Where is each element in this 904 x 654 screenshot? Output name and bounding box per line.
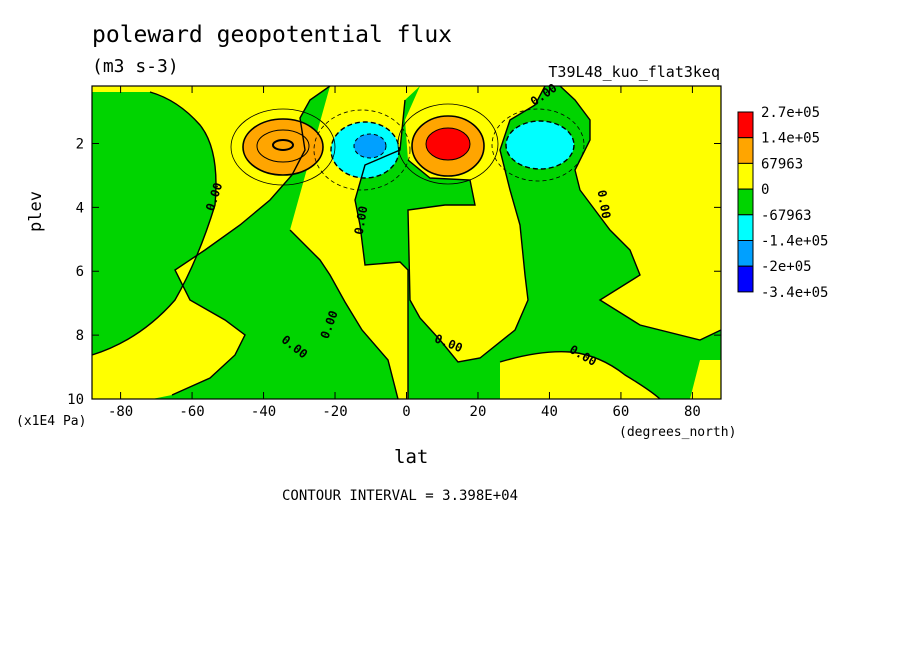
contour-north-low-1 [505,120,575,170]
contour-north-low-2 [491,108,585,182]
legend-swatch [737,111,754,139]
y-axis-multiplier: (x1E4 Pa) [16,414,87,429]
zero-contour-left [92,91,217,356]
contour-south-low-2 [353,133,387,159]
legend-swatch [737,240,754,267]
contour-south-low-3 [313,109,411,191]
legend-label: -2e+05 [761,259,812,275]
zero-contour-right [559,86,721,341]
y-tick-label: 6 [76,264,84,280]
contour-north-high-2 [425,127,471,161]
legend-label: -1.4e+05 [761,234,828,250]
chart-units: (m3 s-3) [92,56,179,77]
x-tick-label: 60 [613,404,630,420]
zero-contour-left-center [171,86,331,396]
contour-label: 0.00 [595,189,614,220]
x-axis-unit: (degrees_north) [619,425,737,440]
legend-label: 67963 [761,156,803,172]
low-north-outer [506,121,574,169]
zero-contour-bottom-right [499,351,661,399]
contour-south-high-2 [256,129,310,163]
yellow-region-right-bottom [500,351,660,399]
legend-swatch [737,214,754,242]
legend-label: 0 [761,182,769,198]
legend-swatch [737,265,754,293]
legend-label: -3.4e+05 [761,285,828,301]
x-tick-label: -20 [322,404,347,420]
legend-swatch [737,188,754,216]
legend: 2.7e+05 1.4e+05 67963 0 -67963 -1.4e+05 -2e+05… [737,105,828,301]
legend-label: -67963 [761,208,812,224]
zero-contour-center-left [354,99,409,399]
y-tick-label: 4 [76,200,84,216]
x-axis-label: lat [394,446,429,468]
yellow-region-top-bridge [290,86,420,399]
y-tick-label: 10 [67,392,84,408]
contour-north-high-1 [411,115,485,177]
chart-title: poleward geopotential flux [92,22,453,48]
y-tick-label: 2 [76,136,84,152]
run-id-label: T39L48_kuo_flat3keq [548,63,720,81]
legend-swatch [737,137,754,164]
y-axis: 2 4 6 8 10 [67,136,721,408]
legend-swatch [737,162,754,190]
x-tick-label: -80 [108,404,133,420]
x-tick-label: 40 [541,404,558,420]
x-axis: -80 -60 -40 -20 0 20 40 60 80 [108,86,701,420]
x-tick-label: 80 [684,404,701,420]
zero-contour-center-right [407,86,546,363]
x-tick-label: 0 [402,404,410,420]
yellow-region-far-right-bottom [690,360,721,399]
zero-contour-bridge [289,229,399,399]
contour-interval: CONTOUR INTERVAL = 3.398E+04 [282,488,519,504]
x-tick-label: -60 [179,404,204,420]
x-tick-label: -40 [251,404,276,420]
contour-south-high-3 [272,139,294,151]
legend-label: 2.7e+05 [761,105,820,121]
yellow-region-right [560,86,721,340]
contour-south-high-1 [242,118,324,176]
y-tick-label: 8 [76,328,84,344]
x-tick-label: 20 [470,404,487,420]
low-south-core [354,134,386,158]
legend-label: 1.4e+05 [761,131,820,147]
contour-label: 0.00 [352,205,371,236]
high-north-core [426,128,470,160]
